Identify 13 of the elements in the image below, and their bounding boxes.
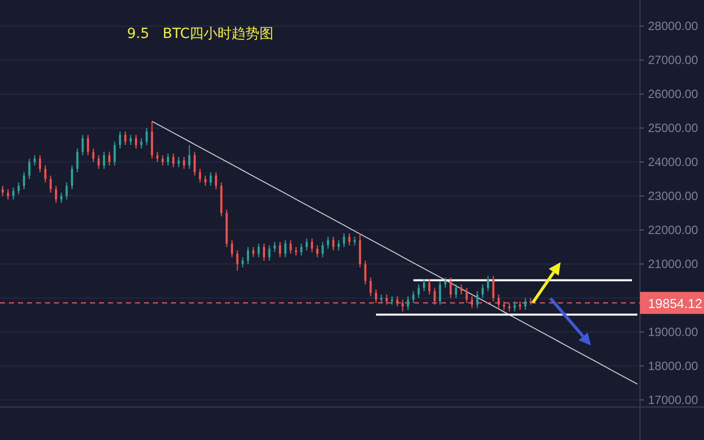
y-tick-label: 21000.00 [648, 256, 698, 271]
title: 9.5 BTC四小时趋势图 [127, 26, 274, 42]
y-tick-label: 25000.00 [648, 121, 698, 136]
y-tick-label: 19000.00 [648, 324, 698, 339]
y-tick-label: 24000.00 [648, 155, 698, 170]
y-tick-label: 18000.00 [648, 358, 698, 373]
y-tick-label: 22000.00 [648, 223, 698, 237]
y-tick-label: 28000.00 [648, 19, 698, 34]
y-tick-label: 23000.00 [648, 189, 698, 204]
ref-line-label: 19854.12 [648, 296, 702, 311]
y-tick-label: 26000.00 [648, 87, 698, 102]
y-tick-label: 17000.00 [648, 392, 698, 407]
y-tick-label: 27000.00 [648, 53, 698, 68]
